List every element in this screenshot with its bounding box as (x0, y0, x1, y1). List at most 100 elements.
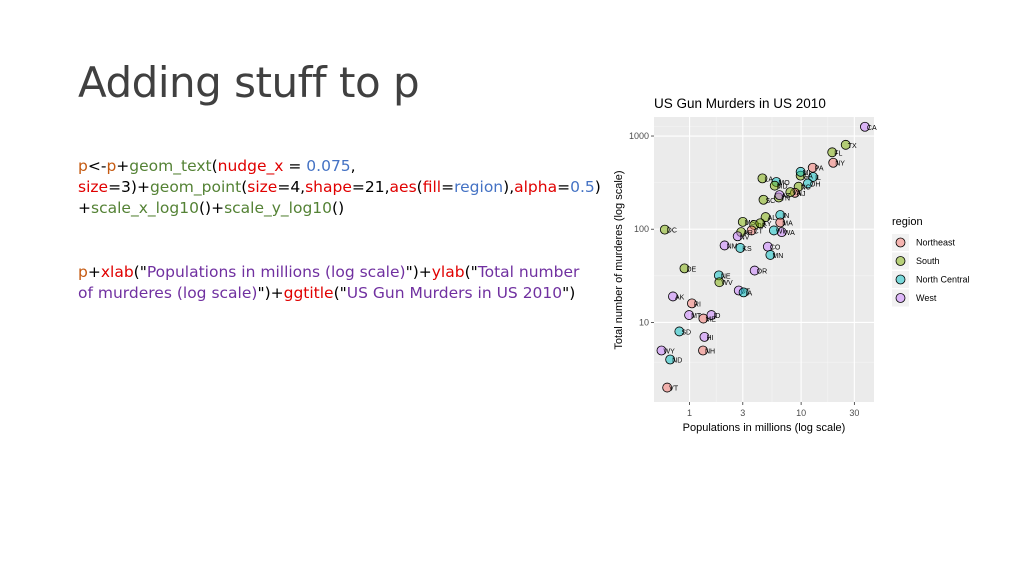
code-token: = (283, 157, 307, 175)
code-token: ")+ (405, 263, 432, 281)
point-label: TX (848, 143, 857, 150)
slide-title: Adding stuff to p (78, 58, 420, 107)
code-token: ") (562, 284, 576, 302)
point-label: RI (694, 301, 701, 308)
point-label: NY (835, 161, 845, 168)
point-id (706, 310, 717, 320)
code-token: alpha (514, 178, 558, 196)
x-tick-label: 3 (740, 408, 745, 418)
point-ca (860, 121, 870, 132)
point-de (679, 263, 690, 274)
point-ks (735, 243, 746, 253)
point-ma (775, 217, 786, 228)
point-vt (662, 382, 673, 393)
point-label: IL (815, 175, 821, 182)
point-md (769, 180, 780, 191)
point-label: KY (762, 221, 772, 228)
code-token: aes (389, 178, 417, 196)
code-token: nudge_x (217, 157, 284, 175)
x-tick-label: 10 (796, 408, 806, 418)
point-label: OR (757, 269, 768, 276)
point-nm (719, 240, 730, 251)
point-label: KS (742, 246, 752, 253)
point-label: PA (815, 166, 824, 173)
point-label: IN (782, 213, 789, 220)
point-ak (668, 291, 678, 302)
code-token: scale_x_log10 (91, 199, 199, 217)
grid-lines (654, 117, 874, 402)
point-label: AL (768, 215, 777, 222)
code-token: (" (333, 284, 347, 302)
point-label: NE (721, 273, 731, 280)
code-token: shape (305, 178, 352, 196)
point-label: NV (740, 234, 750, 241)
y-tick-label: 100 (634, 224, 649, 234)
point-oh (802, 178, 813, 189)
code-token: p (78, 157, 88, 175)
point-va (785, 187, 796, 198)
point-ct (746, 225, 757, 236)
code-token: size (78, 178, 109, 196)
code-token: ( (211, 157, 218, 175)
point-label: MA (782, 221, 793, 228)
point-label: ND (672, 358, 682, 365)
code-token: ggtitle (283, 284, 334, 302)
point-label: DE (686, 266, 696, 273)
point-tx (840, 139, 851, 150)
point-label: SC (766, 198, 776, 205)
code-token: xlab (100, 263, 134, 281)
code-token: + (78, 199, 91, 217)
legend-label: Northeast (916, 238, 956, 248)
point-or (749, 265, 760, 276)
point-label: MO (778, 180, 790, 187)
point-label: NH (705, 348, 715, 355)
point-dc (659, 224, 670, 235)
x-tick-label: 30 (849, 408, 859, 418)
code-token: <- (87, 157, 107, 175)
point-label: MN (772, 253, 783, 260)
point-nh (698, 345, 708, 356)
point-label: TN (781, 195, 790, 202)
code-token: (" (464, 263, 478, 281)
legend-label: West (916, 293, 937, 303)
point-az (774, 190, 785, 201)
point-label: NM (727, 243, 738, 250)
point-label: HI (706, 335, 713, 342)
point-label: AZ (782, 193, 792, 200)
axes: 1 3 10 30 10 100 1000 (629, 131, 859, 418)
point-label: CT (754, 228, 764, 235)
point-label: GA (803, 174, 813, 181)
point-mi (795, 166, 806, 177)
chart-title: US Gun Murders in US 2010 (654, 96, 826, 111)
code-token: geom_point (149, 178, 242, 196)
code-token: = (557, 178, 571, 196)
code-token: Populations in millions (log scale) (146, 263, 406, 281)
point-label: LA (764, 176, 773, 183)
code-token: =4, (277, 178, 306, 196)
point-al (760, 212, 771, 222)
code-token: ( (241, 178, 248, 196)
point-label: VA (792, 190, 801, 197)
point-label: MT (691, 313, 702, 320)
code-token: scale_y_log10 (224, 199, 333, 217)
point-label: ID (713, 313, 720, 320)
code-token: 0.5 (570, 178, 595, 196)
y-axis-label: Total number of murderes (log scale) (613, 170, 625, 349)
point-label: CA (867, 125, 877, 132)
point-la (757, 173, 768, 184)
legend-swatch (895, 237, 906, 248)
code-token: ()+ (198, 199, 225, 217)
code-block-geom: p<-p+geom_text(nudge_x = 0.075, size=3)+g… (78, 156, 601, 219)
legend-label: South (916, 256, 940, 266)
legend-swatch (895, 293, 906, 303)
point-nv (732, 231, 743, 242)
point-label: ME (705, 317, 716, 324)
point-il (808, 172, 818, 182)
code-token: ")+ (257, 284, 284, 302)
point-wy (656, 345, 667, 356)
code-token: ), (503, 178, 515, 196)
scatter-chart: US Gun Murders in US 2010 CA TX FL NY PA ILGA… (613, 96, 970, 434)
point-label: NC (801, 185, 811, 192)
point-label: NJ (797, 191, 806, 198)
